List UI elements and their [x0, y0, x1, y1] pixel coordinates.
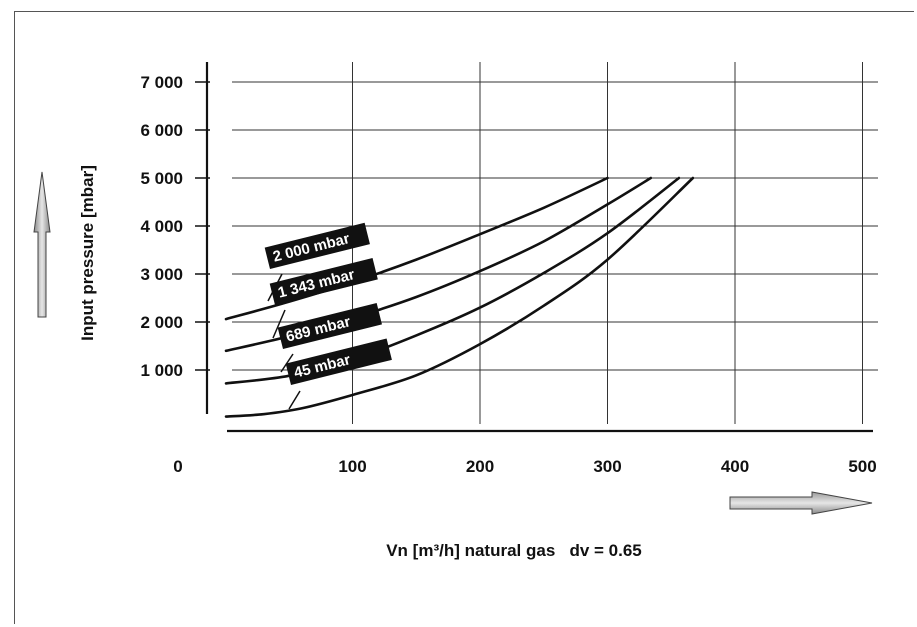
series-label: 1 343 mbar: [269, 258, 378, 305]
tick-labels: 1 000 2 000 3 000 4 000 5 000 6 000 7 000 0 100 2…: [140, 73, 876, 476]
series-label-box: [264, 222, 370, 269]
y-tick-label: 1 000: [140, 361, 183, 380]
y-tick-label: 7 000: [140, 73, 183, 92]
grid: [232, 62, 878, 424]
x-tick-label: 300: [593, 457, 621, 476]
series-label-box: [285, 338, 392, 385]
series-line-0: [224, 176, 609, 321]
series-label-leader: [280, 353, 294, 373]
series-label-box: [269, 258, 378, 305]
x-tick-label: 200: [466, 457, 494, 476]
series-label-text: 2 000 mbar: [271, 230, 351, 265]
x-tick-label: 100: [338, 457, 366, 476]
y-axis-arrow-icon: [33, 171, 51, 318]
x-axis-label: Vn [m³/h] natural gas dv = 0.65: [386, 541, 642, 560]
y-tick-label: 6 000: [140, 121, 183, 140]
y-tick-label: 2 000: [140, 313, 183, 332]
series-label-leader: [288, 390, 301, 410]
series-label: 2 000 mbar: [264, 222, 370, 269]
series-label-box: [277, 302, 382, 349]
y-tick-label: 5 000: [140, 169, 183, 188]
series-line-3: [224, 176, 695, 418]
x-tick-label: 400: [721, 457, 749, 476]
x-tick-label: 500: [848, 457, 876, 476]
series-label: 689 mbar: [277, 302, 382, 349]
series-label-leader: [272, 309, 286, 339]
y-tick-label: 3 000: [140, 265, 183, 284]
x-axis-arrow-icon: [729, 491, 873, 515]
y-tick-label: 4 000: [140, 217, 183, 236]
series-label: 45 mbar: [285, 338, 392, 385]
y-axis-label: Input pressure [mbar]: [78, 165, 97, 341]
series-label-text: 1 343 mbar: [276, 266, 356, 301]
axes: [195, 62, 873, 433]
x-tick-label: 0: [173, 457, 182, 476]
chart-frame: [14, 11, 914, 624]
